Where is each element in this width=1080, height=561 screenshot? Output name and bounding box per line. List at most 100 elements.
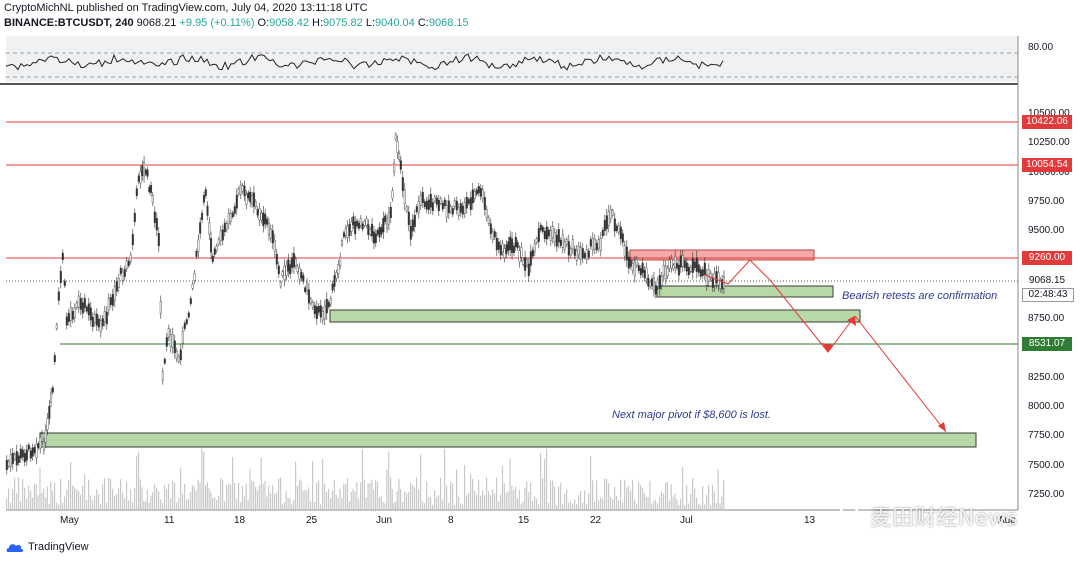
candle-body [59, 271, 62, 283]
candle-body [42, 441, 45, 451]
volume-bar [560, 482, 562, 509]
volume-bar [10, 502, 12, 509]
candle-body [463, 202, 466, 214]
candle-body [543, 230, 546, 239]
time-tick: Aug [998, 515, 1016, 526]
candle-body [575, 249, 578, 261]
volume-bar [492, 489, 494, 509]
candle-body [103, 310, 106, 322]
tradingview-logo[interactable]: TradingView [6, 541, 89, 553]
candle-body [555, 234, 558, 247]
volume-bar [30, 491, 32, 509]
volume-bar [478, 479, 480, 509]
volume-bar [320, 504, 322, 509]
candle-body [346, 225, 349, 238]
volume-bar [180, 468, 182, 509]
footer-bar [0, 536, 1080, 561]
volume-bar [568, 502, 570, 509]
volume-bar [314, 502, 316, 509]
volume-bar [96, 489, 98, 509]
candle-body [313, 305, 316, 315]
volume-bar [708, 484, 710, 509]
volume-bar [367, 483, 369, 509]
volume-bar [226, 485, 228, 509]
oscillator-pane [6, 36, 1018, 82]
candle-body [571, 239, 574, 250]
candle-body [471, 189, 474, 204]
symbol-name[interactable]: BINANCE:BTCUSDT, 240 [4, 17, 134, 29]
volume-bar [657, 503, 659, 509]
volume-bar [438, 495, 440, 509]
volume-bar [201, 449, 203, 509]
volume-bar [606, 479, 608, 509]
candle-body [359, 218, 362, 226]
volume-bar [688, 503, 690, 509]
candle-body [591, 238, 594, 251]
candle-body [357, 222, 360, 229]
volume-bar [337, 497, 339, 509]
volume-bar [20, 500, 22, 509]
time-tick: Jun [376, 515, 393, 526]
candle-body [652, 277, 655, 291]
price-tick: 9500.00 [1028, 225, 1065, 237]
volume-bar [241, 486, 244, 509]
volume-bar [170, 498, 172, 509]
volume-bar [640, 485, 642, 509]
price-chart[interactable] [0, 0, 1080, 536]
candle-body [23, 453, 26, 463]
volume-bar [168, 483, 170, 509]
volume-bar [88, 479, 90, 509]
candle-body [437, 200, 440, 212]
candle-body [539, 224, 542, 231]
bar-countdown: 02:48:43 [1022, 288, 1074, 302]
candle-body [495, 237, 498, 251]
volume-bar [164, 484, 166, 509]
candle-body [181, 331, 184, 344]
candle-body [61, 252, 64, 260]
volume-bar [651, 503, 653, 509]
volume-bar [645, 496, 647, 509]
candle-body [107, 298, 110, 311]
volume-bar [203, 451, 205, 509]
time-tick: 8 [448, 515, 454, 526]
support-zone-major [39, 432, 977, 448]
volume-bar [434, 490, 436, 509]
candle-body [41, 433, 44, 442]
candle-body [376, 230, 379, 235]
candle-body [117, 278, 120, 288]
volume-bar [199, 482, 201, 509]
candle-body [289, 264, 292, 275]
candle-body [85, 306, 88, 312]
volume-bar [616, 496, 618, 509]
volume-bar [186, 499, 188, 509]
candle-body [717, 272, 720, 286]
volume-bar [520, 503, 522, 509]
candle-body [291, 257, 294, 268]
volume-bar [393, 502, 395, 509]
candle-body [127, 260, 130, 266]
candle-body [711, 277, 714, 288]
volume-bar [666, 481, 669, 509]
volume-bar [78, 490, 80, 509]
candle-body [179, 349, 182, 361]
volume-bar [54, 482, 56, 509]
volume-bar [92, 500, 94, 509]
candle-body [225, 223, 228, 230]
volume-bar [126, 482, 128, 509]
volume-bar [614, 486, 616, 509]
volume-bar [538, 504, 540, 509]
volume-bar [626, 487, 628, 509]
candle-body [119, 267, 122, 274]
candle-body [423, 201, 426, 207]
volume-bar [490, 495, 492, 509]
time-tick: 13 [804, 515, 816, 526]
candle-body [413, 215, 416, 227]
candle-body [629, 259, 632, 267]
volume-bar [592, 480, 594, 509]
candle-body [587, 250, 590, 258]
candle-body [281, 271, 284, 277]
volume-bar [234, 482, 236, 509]
volume-bar [14, 477, 16, 509]
volume-bar [224, 501, 226, 509]
price-tick: 8750.00 [1028, 313, 1065, 325]
